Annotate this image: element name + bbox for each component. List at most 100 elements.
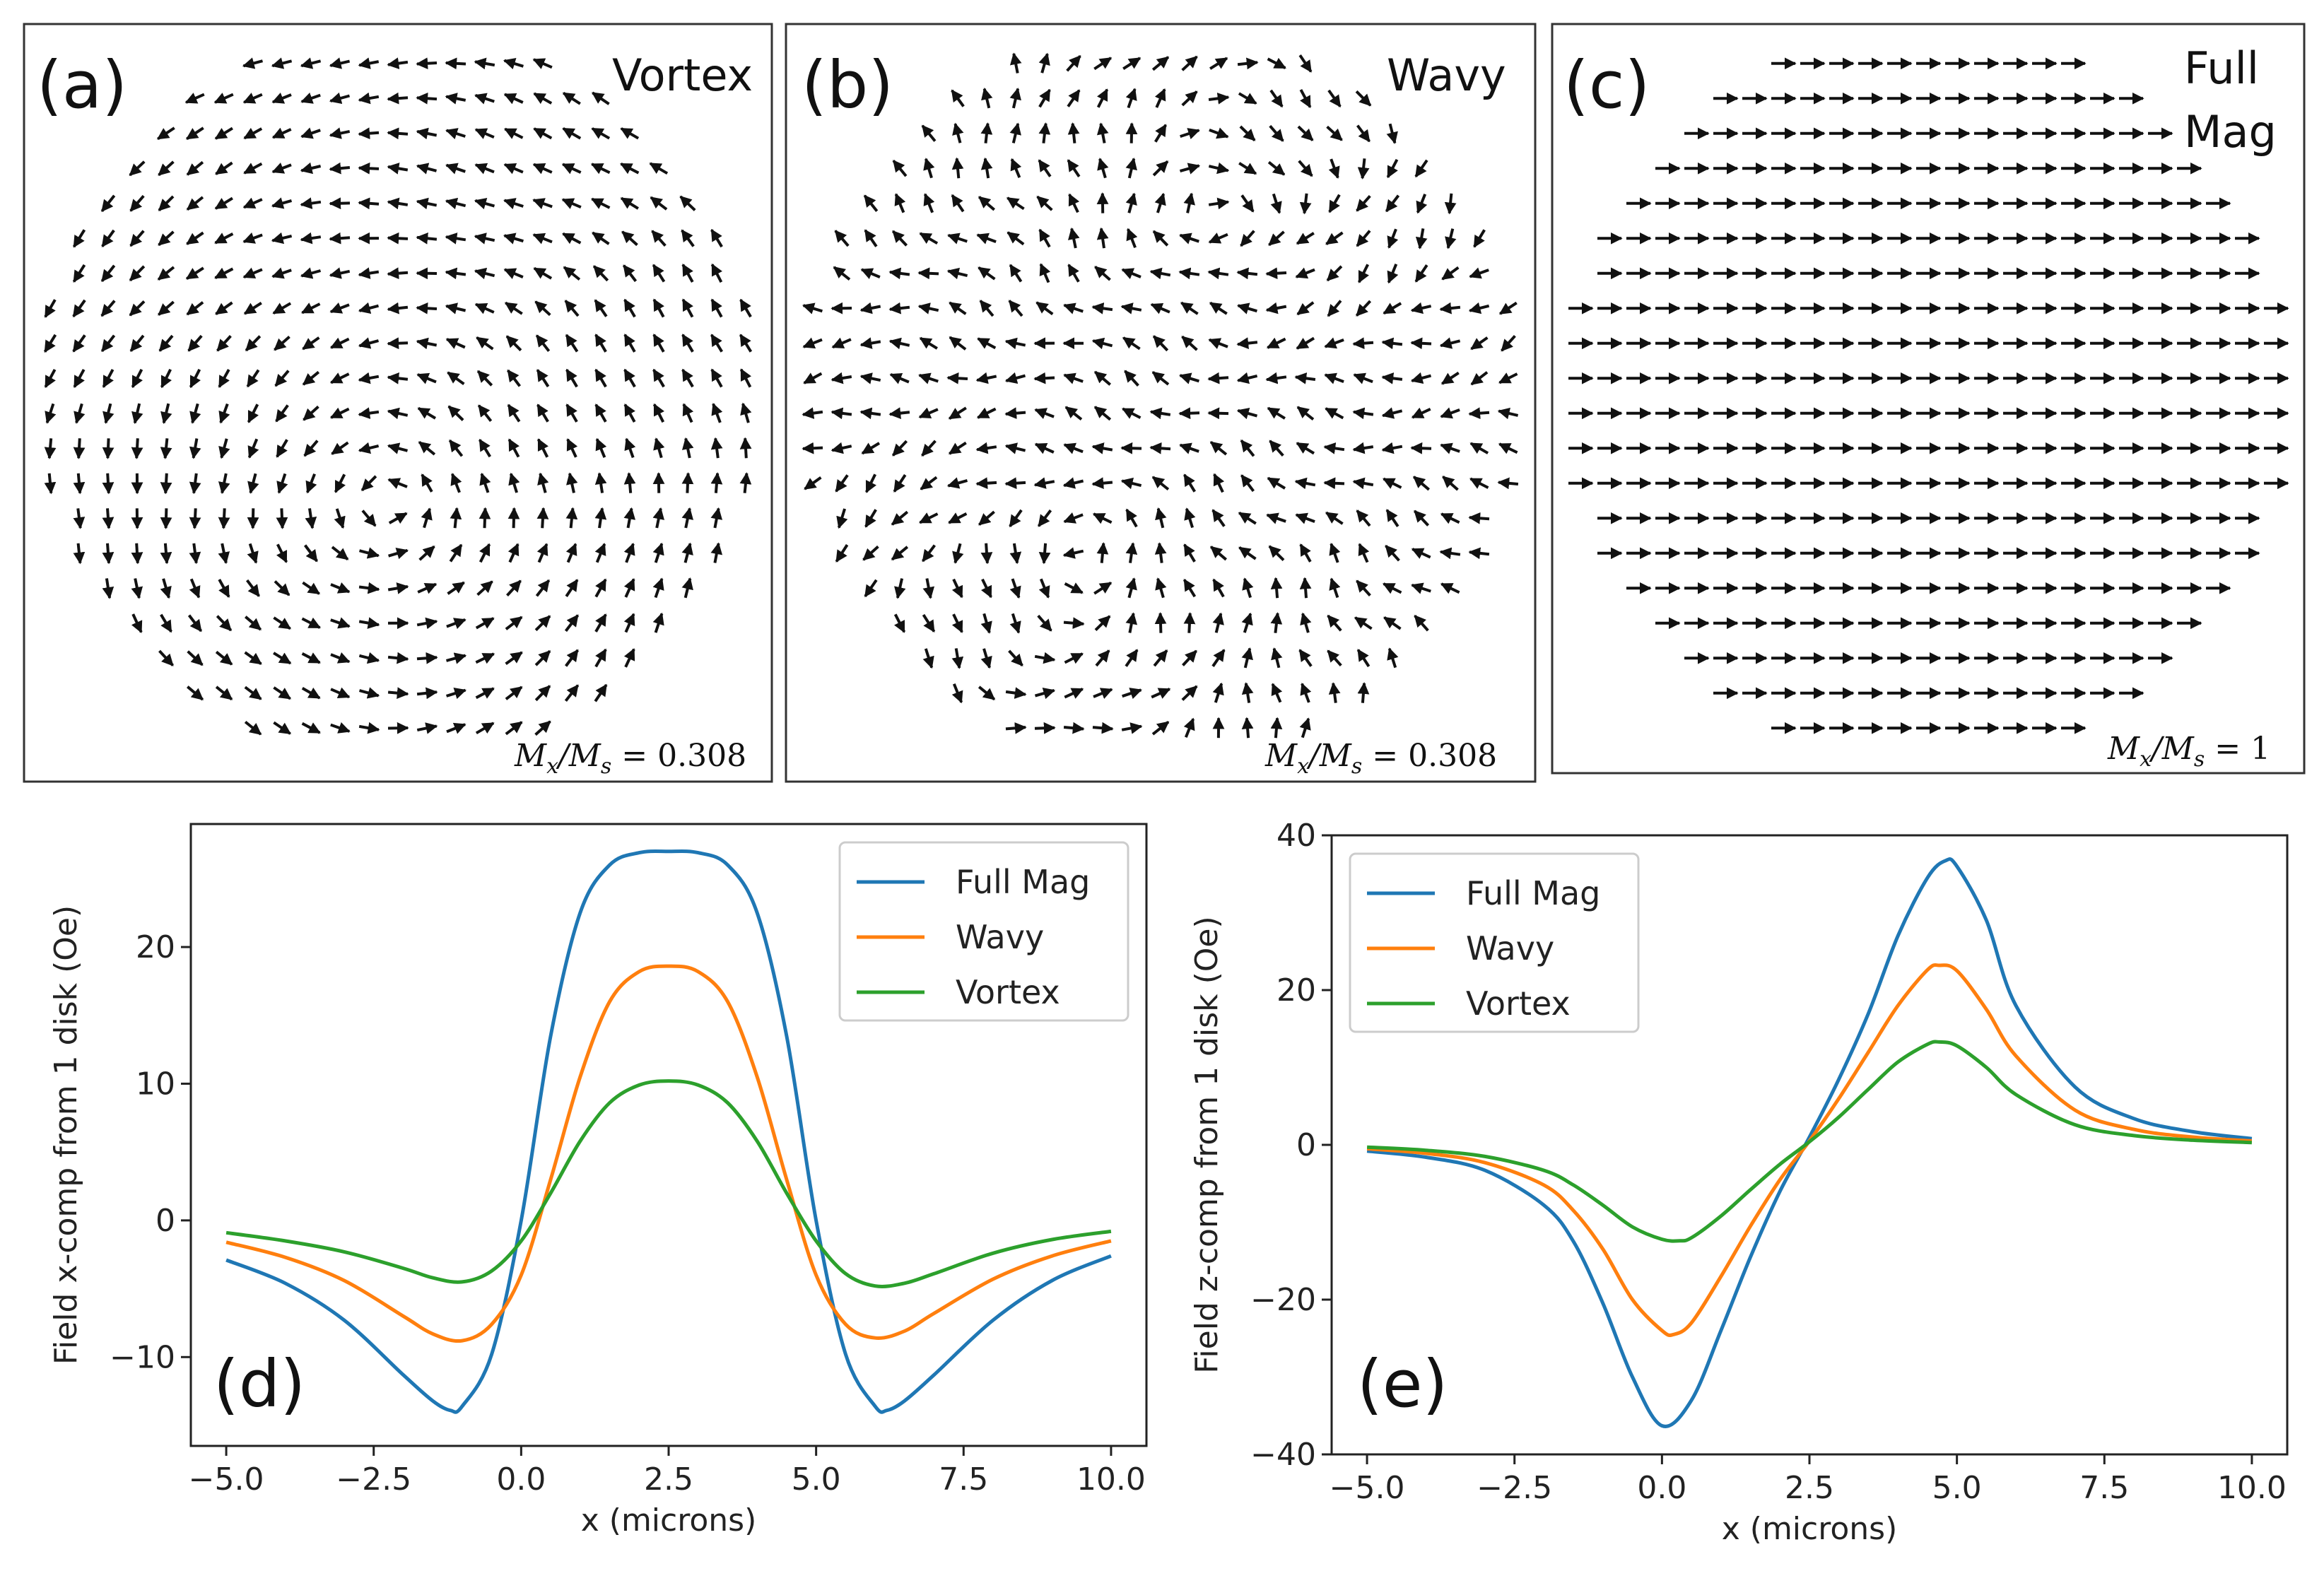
magnetization-arrow — [445, 163, 466, 175]
magnetization-arrow — [975, 372, 997, 384]
magnetization-arrow — [244, 651, 262, 666]
magnetization-arrow — [894, 193, 906, 213]
magnetization-arrow — [1236, 267, 1258, 280]
magnetization-arrow — [102, 578, 115, 599]
magnetization-arrow — [445, 57, 466, 70]
magnetization-arrow — [1415, 228, 1428, 249]
magnetization-arrow — [1212, 612, 1224, 633]
magnetization-arrow — [447, 581, 465, 595]
magnetization-arrow — [300, 232, 322, 245]
magnetization-arrow — [1093, 582, 1113, 595]
magnetization-arrow — [923, 158, 935, 179]
magnetization-arrow — [533, 127, 553, 140]
magnetization-arrow — [276, 439, 288, 458]
magnetization-arrow — [1125, 649, 1139, 667]
magnetization-arrow — [681, 437, 694, 459]
series-line-full-mag — [225, 849, 1112, 1414]
magnetization-arrow — [1122, 336, 1141, 351]
magnetization-arrow — [1154, 192, 1166, 213]
magnetization-arrow — [189, 438, 201, 459]
magnetization-arrow — [1149, 442, 1171, 454]
magnetization-arrow — [1067, 89, 1081, 107]
magnetization-arrow — [1182, 649, 1197, 666]
magnetization-arrow — [681, 298, 694, 318]
magnetization-arrow — [1181, 335, 1198, 351]
magnetization-arrow — [1034, 687, 1056, 700]
magnetization-arrow — [1382, 582, 1402, 594]
x-axis-label: x (microns) — [581, 1502, 757, 1538]
panel-b: (b) Wavy Mx/Ms = 0.308 — [785, 23, 1537, 783]
magnetization-arrow — [1270, 193, 1282, 214]
legend-entry: Vortex — [1466, 984, 1571, 1023]
magnetization-arrow — [214, 267, 234, 279]
magnetization-arrow — [246, 579, 260, 597]
magnetization-arrow — [358, 652, 380, 664]
magnetization-arrow — [1498, 442, 1518, 454]
magnetization-arrow — [891, 440, 908, 457]
magnetization-arrow — [977, 337, 997, 350]
magnetization-arrow — [358, 267, 380, 279]
chart-e: −5.0 −2.5 0.0 2.5 5.0 7.5 10.0 −40 −20 0 20 40 x (mi… — [1189, 818, 2289, 1547]
magnetization-arrow — [387, 722, 409, 734]
magnetization-arrow — [1325, 511, 1344, 525]
magnetization-arrow — [534, 300, 551, 317]
magnetization-arrow — [1209, 440, 1228, 456]
magnetization-arrow — [563, 266, 581, 281]
magnetization-arrow — [247, 438, 259, 459]
magnetization-arrow — [1064, 652, 1084, 664]
magnetization-arrow — [652, 334, 665, 353]
magnetization-arrow — [160, 368, 172, 389]
magnetization-arrow — [1092, 722, 1114, 734]
magnetization-arrow — [1267, 406, 1286, 420]
magnetization-arrow — [864, 579, 878, 598]
magnetization-arrow — [303, 544, 319, 563]
magnetization-arrow — [102, 508, 115, 529]
magnetization-arrow — [245, 335, 262, 352]
magnetization-arrow — [218, 403, 230, 424]
magnetization-arrow — [980, 122, 993, 143]
magnetization-arrow — [859, 337, 881, 349]
magnetization-arrow — [1151, 688, 1171, 699]
magnetization-arrow — [273, 652, 292, 665]
magnetization-arrow — [1414, 264, 1428, 283]
magnetization-arrow — [1327, 614, 1342, 632]
magnetization-arrow — [623, 334, 636, 353]
magnetization-arrow — [273, 686, 291, 700]
magnetization-arrow — [1238, 92, 1257, 105]
magnetization-arrow — [1062, 547, 1084, 559]
magnetization-arrow — [358, 407, 380, 419]
magnetization-arrow — [447, 371, 465, 386]
magnetization-arrow — [418, 440, 436, 456]
magnetization-arrow — [273, 721, 291, 735]
magnetization-arrow — [1125, 542, 1138, 563]
magnetization-arrow — [803, 372, 823, 384]
magnetization-arrow — [216, 335, 232, 352]
magnetization-arrow — [1008, 300, 1023, 317]
x-tick-label: 2.5 — [1785, 1470, 1834, 1506]
magnetization-arrow — [1039, 263, 1051, 283]
magnetization-arrow — [1329, 577, 1341, 599]
magnetization-arrow — [1300, 612, 1312, 633]
magnetization-arrow — [1439, 302, 1461, 314]
magnetization-arrow — [44, 438, 57, 459]
magnetization-arrow — [946, 267, 968, 280]
magnetization-arrow — [1212, 578, 1225, 598]
magnetization-arrow — [1381, 372, 1403, 384]
magnetization-arrow — [681, 229, 695, 247]
magnetization-arrow — [1152, 335, 1169, 352]
magnetization-arrow — [682, 403, 694, 423]
legend-box — [1349, 852, 1640, 1033]
magnetization-arrow — [652, 368, 665, 388]
magnetization-arrow — [1265, 372, 1287, 384]
magnetization-arrow — [215, 686, 233, 701]
magnetization-arrow — [271, 57, 293, 69]
magnetization-arrow — [1444, 193, 1457, 215]
magnetization-arrow — [330, 687, 351, 699]
panel-label: (d) — [213, 1346, 305, 1422]
magnetization-arrow — [216, 615, 233, 632]
magnetization-arrow — [72, 264, 86, 283]
magnetization-arrow — [331, 441, 349, 455]
magnetization-arrow — [1121, 722, 1143, 734]
arrow-field-a — [43, 57, 753, 736]
magnetization-arrow — [946, 477, 968, 489]
